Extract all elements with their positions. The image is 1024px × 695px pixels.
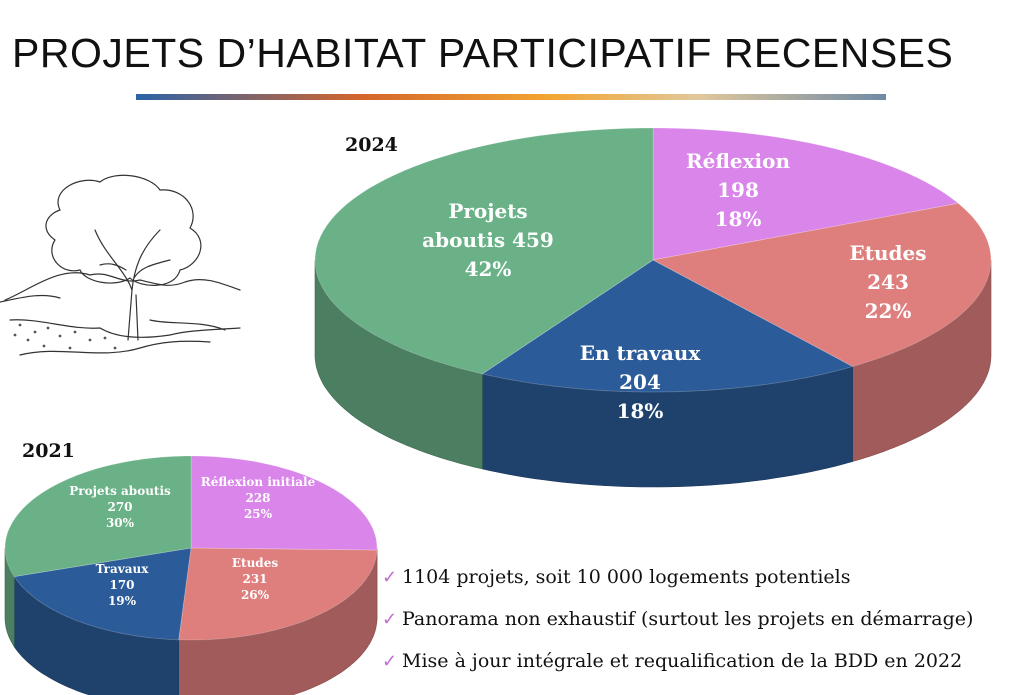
pie-2024-label-1-line-2: 22% <box>865 299 912 323</box>
chart-2024-title: 2024 <box>345 134 398 156</box>
pie-2021-label-3-line-2: 30% <box>106 516 135 530</box>
pie-2021-label-0-line-1: 228 <box>245 491 270 505</box>
bullet-item: ✓ Panorama non exhaustif (surtout les pr… <box>382 598 1022 640</box>
check-icon: ✓ <box>382 566 398 588</box>
pie-2024-label-2-line-2: 18% <box>617 399 664 423</box>
bullet-item: ✓ 1104 projets, soit 10 000 logements po… <box>382 556 1022 598</box>
pie-2021-side-3 <box>4 548 15 648</box>
pie-2021-slices <box>4 455 378 641</box>
bullet-text: 1104 projets, soit 10 000 logements pote… <box>402 566 851 588</box>
pie-2021-label-1-line-0: Etudes <box>232 556 278 570</box>
tree-sketch-icon <box>0 174 241 356</box>
pie-2024-label-0-line-2: 18% <box>715 207 762 231</box>
pie-2021-label-3-line-1: 270 <box>107 500 132 514</box>
pie-2024-label-3-line-0: Projets <box>448 199 527 223</box>
chart-2021-title: 2021 <box>22 440 75 462</box>
pie-2021-label-2-line-1: 170 <box>109 578 134 592</box>
bullet-text: Mise à jour intégrale et requalification… <box>402 650 963 672</box>
pie-2021-label-1-line-1: 231 <box>242 572 267 586</box>
pie-2024-slice-2 <box>481 259 854 393</box>
pie-2024-label-1-line-1: 243 <box>867 270 909 294</box>
pie-2021-slice-1 <box>178 547 378 641</box>
pie-2024-label-2-line-0: En travaux <box>580 341 702 365</box>
pie-2021-slice-0 <box>190 455 378 551</box>
pie-2021-label-2-line-2: 19% <box>108 594 137 608</box>
bullet-text: Panorama non exhaustif (surtout les proj… <box>402 608 974 630</box>
pie-2024-slices <box>314 127 992 393</box>
pie-2024-label-1-line-0: Etudes <box>850 241 927 265</box>
pie-2021-label-0-line-0: Réflexion initiale <box>201 475 316 489</box>
pie-2021-slice-2 <box>13 547 192 641</box>
pie-2024-label-3-line-2: 42% <box>465 257 512 281</box>
pie-2021-slice-3 <box>4 455 192 578</box>
check-icon: ✓ <box>382 608 398 630</box>
pie-2021-label-2-line-0: Travaux <box>96 562 150 576</box>
pie-2024-label-3-line-1: aboutis 459 <box>422 228 554 252</box>
bullet-item: ✓ Mise à jour intégrale et requalificati… <box>382 640 1022 682</box>
pie-2021-labels: Réflexion initiale 228 25% Etudes 231 26% Trav… <box>69 475 315 608</box>
pie-2024-slice-3 <box>314 127 654 375</box>
pie-2024-label-2-line-1: 204 <box>619 370 661 394</box>
bullet-list: ✓ 1104 projets, soit 10 000 logements po… <box>382 556 1022 682</box>
pie-2024-label-0-line-1: 198 <box>717 178 759 202</box>
check-icon: ✓ <box>382 650 398 672</box>
pie-2021-label-3-line-0: Projets aboutis <box>69 484 171 498</box>
pie-2024-slice-1 <box>651 202 992 367</box>
pie-2024-label-0-line-0: Réflexion <box>686 149 790 173</box>
pie-2024-side-3 <box>314 259 483 470</box>
page-title: PROJETS D’HABITAT PARTICIPATIF RECENSES <box>12 30 954 76</box>
pie-2024-labels: Réflexion 198 18% Etudes 243 22% En travaux 204… <box>422 149 926 423</box>
title-underline <box>136 94 886 100</box>
pie-2024-slice-0 <box>652 127 960 261</box>
pie-2021-side-1 <box>178 550 378 695</box>
pie-2021-label-1-line-2: 26% <box>241 588 270 602</box>
pie-2021-label-0-line-2: 25% <box>244 507 273 521</box>
